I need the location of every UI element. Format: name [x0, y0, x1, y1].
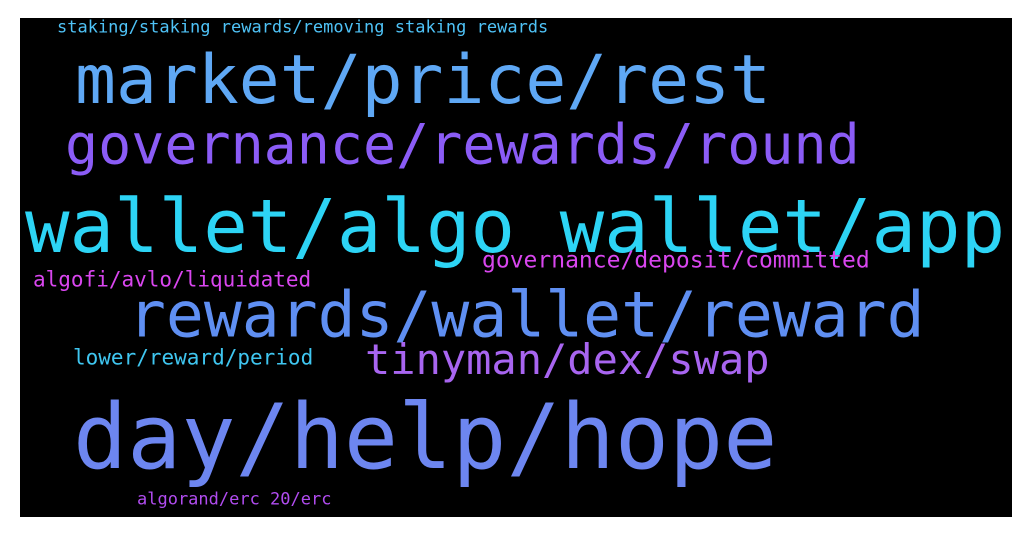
word-day-help-hope: day/help/hope: [73, 385, 778, 490]
word-wallet-algo-wallet-app: wallet/algo wallet/app: [25, 184, 1006, 270]
word-rewards-wallet-reward: rewards/wallet/reward: [128, 278, 925, 352]
word-governance-deposit-committed: governance/deposit/committed: [482, 247, 870, 274]
word-algofi-avlo-liquidated: algofi/avlo/liquidated: [33, 267, 312, 292]
word-governance-rewards-round: governance/rewards/round: [65, 112, 860, 177]
word-staking-rewards: staking/staking rewards/removing staking…: [57, 18, 549, 38]
word-market-price-rest: market/price/rest: [75, 41, 771, 120]
word-tinyman-dex-swap: tinyman/dex/swap: [365, 335, 770, 384]
word-algorand-erc-20-erc: algorand/erc 20/erc: [137, 489, 332, 510]
word-cloud: staking/staking rewards/removing staking…: [20, 18, 1012, 517]
word-lower-reward-period: lower/reward/period: [73, 345, 314, 370]
